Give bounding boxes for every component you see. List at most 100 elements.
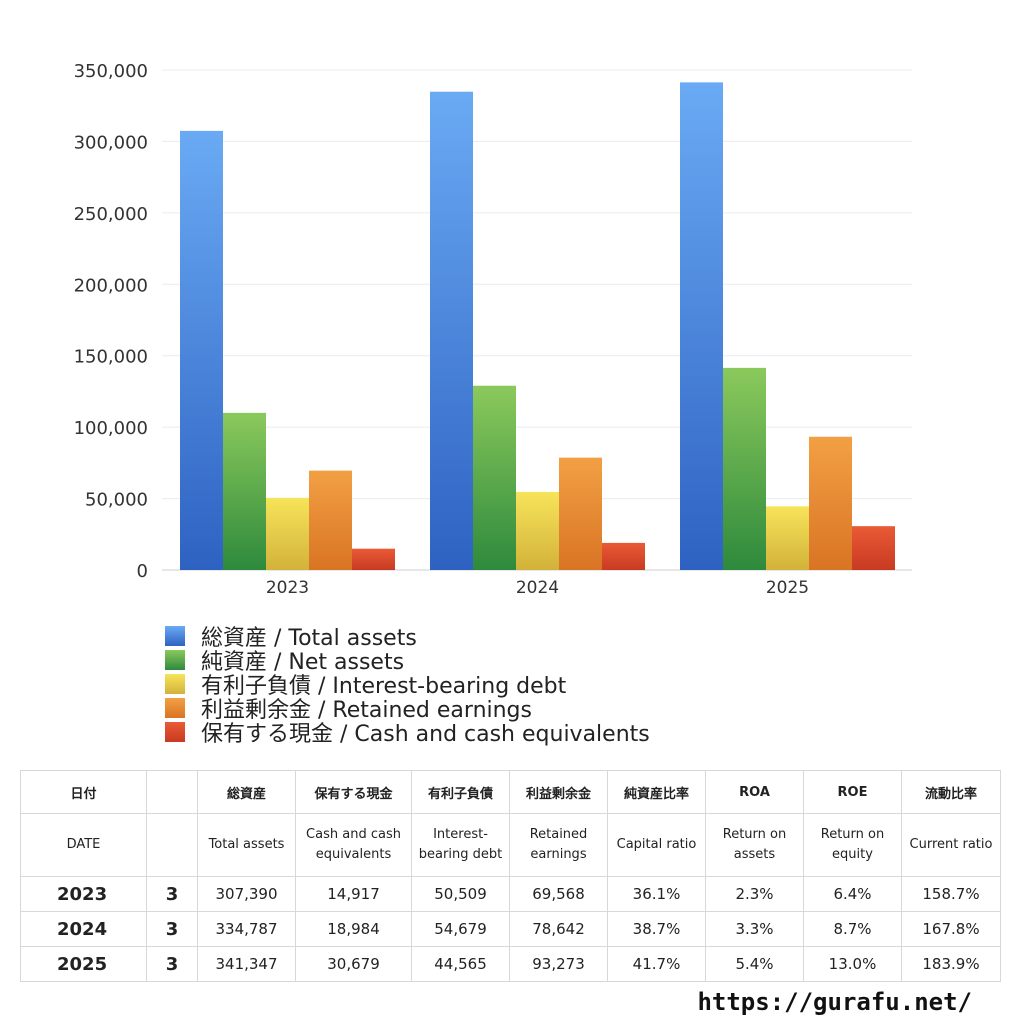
cell-year: 2024 — [20, 911, 147, 947]
cell-roa: 5.4% — [705, 946, 804, 982]
bar-2024-series-0 — [430, 91, 473, 571]
bar-2025-series-4 — [852, 526, 895, 570]
bar-2024-series-3 — [559, 457, 602, 570]
legend-swatch-total-assets — [165, 626, 185, 646]
header-cell: Capital ratio — [607, 813, 706, 877]
bar-2025-series-2 — [766, 506, 809, 570]
header-cell: Total assets — [197, 813, 296, 877]
header-cell: Cash and cash equivalents — [295, 813, 412, 877]
header-cell — [146, 813, 198, 877]
bar-2024-series-1 — [473, 385, 516, 570]
header-cell: 有利子負債 — [411, 770, 510, 814]
cell-total-assets: 341,347 — [197, 946, 296, 982]
y-tick-label: 350,000 — [74, 61, 148, 82]
x-axis-labels: 2023 2024 2025 — [266, 578, 809, 598]
cell-capital-ratio: 41.7% — [607, 946, 706, 982]
y-tick-label: 100,000 — [74, 418, 148, 439]
cell-year: 2025 — [20, 946, 147, 982]
cell-capital-ratio: 36.1% — [607, 876, 706, 912]
header-cell — [146, 770, 198, 814]
y-tick-label: 150,000 — [74, 347, 148, 368]
cell-month: 3 — [146, 876, 198, 912]
y-tick-label: 300,000 — [74, 132, 148, 153]
bar-2025-series-3 — [809, 436, 852, 570]
cell-retained: 69,568 — [509, 876, 608, 912]
cell-roa: 2.3% — [705, 876, 804, 912]
header-cell: 総資産 — [197, 770, 296, 814]
cell-debt: 54,679 — [411, 911, 510, 947]
cell-roe: 13.0% — [803, 946, 902, 982]
header-cell: ROA — [705, 770, 804, 814]
header-cell: Return on assets — [705, 813, 804, 877]
header-cell: ROE — [803, 770, 902, 814]
header-cell: 純資産比率 — [607, 770, 706, 814]
y-tick-label: 250,000 — [74, 204, 148, 225]
legend-label: 総資産 / Total assets — [201, 626, 417, 651]
cell-cash: 30,679 — [295, 946, 412, 982]
x-tick-label: 2023 — [266, 578, 309, 598]
y-tick-label: 50,000 — [85, 490, 148, 511]
table-row: 2025 3 341,347 30,679 44,565 93,273 41.7… — [20, 946, 1001, 982]
header-cell: Return on equity — [803, 813, 902, 877]
cell-cash: 18,984 — [295, 911, 412, 947]
y-tick-label: 200,000 — [74, 275, 148, 296]
bar-2023-series-3 — [309, 470, 352, 570]
cell-total-assets: 334,787 — [197, 911, 296, 947]
cell-cash: 14,917 — [295, 876, 412, 912]
bar-2024-series-2 — [516, 491, 559, 570]
table-header-en: DATE Total assets Cash and cash equivale… — [20, 813, 1001, 877]
header-cell: 流動比率 — [901, 770, 1001, 814]
bar-2023-series-0 — [180, 130, 223, 570]
legend-item-cash: 保有する現金 / Cash and cash equivalents — [165, 720, 650, 747]
cell-current-ratio: 158.7% — [901, 876, 1001, 912]
chart-legend: 総資産 / Total assets 純資産 / Net assets 有利子負… — [165, 624, 650, 747]
legend-item-retained-earnings: 利益剰余金 / Retained earnings — [165, 696, 650, 723]
bar-2023-series-2 — [266, 497, 309, 570]
y-tick-label: 0 — [137, 561, 148, 582]
cell-year: 2023 — [20, 876, 147, 912]
legend-swatch-net-assets — [165, 650, 185, 670]
cell-roe: 6.4% — [803, 876, 902, 912]
x-tick-label: 2025 — [766, 578, 809, 598]
table-header-jp: 日付 総資産 保有する現金 有利子負債 利益剰余金 純資産比率 ROA ROE … — [20, 770, 1001, 814]
financial-table: 日付 総資産 保有する現金 有利子負債 利益剰余金 純資産比率 ROA ROE … — [20, 770, 1001, 982]
bar-2023-series-1 — [223, 412, 266, 570]
header-cell: Retained earnings — [509, 813, 608, 877]
bar-2025-series-1 — [723, 367, 766, 570]
table-row: 2024 3 334,787 18,984 54,679 78,642 38.7… — [20, 911, 1001, 947]
chart-bars — [180, 82, 895, 571]
legend-label: 保有する現金 / Cash and cash equivalents — [201, 722, 650, 747]
legend-label: 純資産 / Net assets — [201, 650, 405, 675]
cell-month: 3 — [146, 946, 198, 982]
legend-swatch-interest-bearing-debt — [165, 674, 185, 694]
cell-retained: 78,642 — [509, 911, 608, 947]
cell-total-assets: 307,390 — [197, 876, 296, 912]
header-cell: 日付 — [20, 770, 147, 814]
bar-2025-series-0 — [680, 82, 723, 571]
cell-capital-ratio: 38.7% — [607, 911, 706, 947]
cell-current-ratio: 167.8% — [901, 911, 1001, 947]
bar-2023-series-4 — [352, 548, 395, 570]
cell-debt: 44,565 — [411, 946, 510, 982]
cell-debt: 50,509 — [411, 876, 510, 912]
header-cell: 保有する現金 — [295, 770, 412, 814]
legend-swatch-cash — [165, 722, 185, 742]
bar-2024-series-4 — [602, 542, 645, 570]
table-row: 2023 3 307,390 14,917 50,509 69,568 36.1… — [20, 876, 1001, 912]
header-cell: 利益剰余金 — [509, 770, 608, 814]
legend-label: 利益剰余金 / Retained earnings — [201, 698, 532, 723]
header-cell: Current ratio — [901, 813, 1001, 877]
legend-label: 有利子負債 / Interest-bearing debt — [201, 674, 567, 699]
legend-item-total-assets: 総資産 / Total assets — [165, 624, 650, 651]
cell-roe: 8.7% — [803, 911, 902, 947]
cell-retained: 93,273 — [509, 946, 608, 982]
header-cell: Interest-bearing debt — [411, 813, 510, 877]
site-url[interactable]: https://gurafu.net/ — [697, 988, 972, 1016]
x-tick-label: 2024 — [516, 578, 559, 598]
legend-swatch-retained-earnings — [165, 698, 185, 718]
bar-chart: 0 50,000 100,000 150,000 200,000 250,000 300,0… — [74, 61, 912, 598]
header-cell: DATE — [20, 813, 147, 877]
legend-item-net-assets: 純資産 / Net assets — [165, 648, 650, 675]
cell-month: 3 — [146, 911, 198, 947]
legend-item-interest-bearing-debt: 有利子負債 / Interest-bearing debt — [165, 672, 650, 699]
